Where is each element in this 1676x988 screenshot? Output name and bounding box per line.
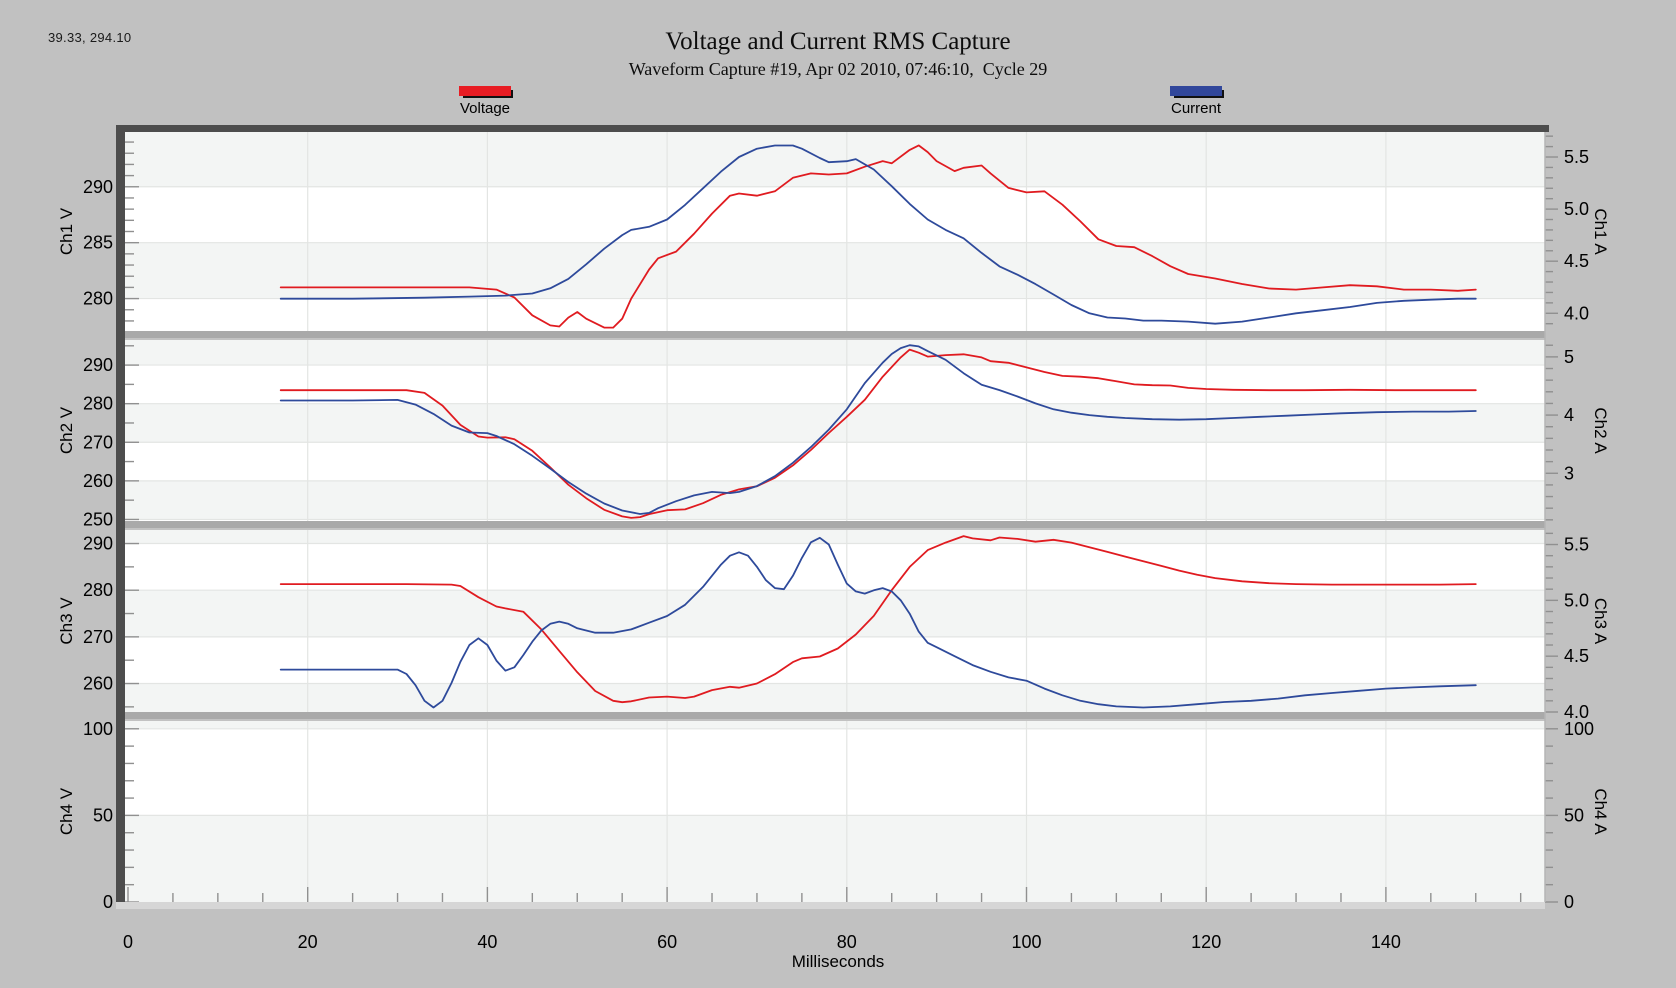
svg-text:50: 50 [1564,805,1584,825]
svg-text:4: 4 [1564,405,1574,425]
svg-text:4.5: 4.5 [1564,251,1589,271]
svg-text:100: 100 [1011,932,1041,952]
svg-text:Ch1 V: Ch1 V [57,207,76,255]
svg-text:260: 260 [83,674,113,694]
svg-text:Ch2 A: Ch2 A [1591,407,1610,454]
svg-text:80: 80 [837,932,857,952]
svg-text:60: 60 [657,932,677,952]
svg-text:290: 290 [83,534,113,554]
svg-text:Ch2 V: Ch2 V [57,406,76,454]
svg-text:0: 0 [103,892,113,912]
voltage-swatch-icon [459,86,511,96]
svg-text:280: 280 [83,580,113,600]
svg-text:3: 3 [1564,463,1574,483]
svg-text:Ch1 A: Ch1 A [1591,208,1610,255]
svg-text:270: 270 [83,432,113,452]
svg-text:Ch3 V: Ch3 V [57,597,76,645]
chart-subtitle: Waveform Capture #19, Apr 02 2010, 07:46… [628,59,1048,79]
cursor-readout: 39.33, 294.10 [48,30,132,45]
chart-title: Voltage and Current RMS Capture [665,28,1011,55]
svg-text:290: 290 [83,177,113,197]
svg-text:270: 270 [83,627,113,647]
svg-text:280: 280 [83,394,113,414]
svg-text:0: 0 [1564,892,1574,912]
svg-text:20: 20 [298,932,318,952]
svg-text:Ch3 A: Ch3 A [1591,598,1610,645]
svg-text:4.0: 4.0 [1564,702,1589,722]
svg-text:250: 250 [83,509,113,529]
legend-item-current[interactable]: Current [1136,86,1256,117]
legend-voltage-label: Voltage [459,100,511,117]
svg-text:5.0: 5.0 [1564,199,1589,219]
svg-text:5.5: 5.5 [1564,147,1589,167]
x-axis-label: Milliseconds [791,952,885,971]
svg-text:0: 0 [123,932,133,952]
svg-text:Ch4 A: Ch4 A [1591,788,1610,835]
svg-text:50: 50 [93,805,113,825]
svg-text:285: 285 [83,233,113,253]
svg-text:4.0: 4.0 [1564,303,1589,323]
svg-text:100: 100 [83,719,113,739]
svg-text:5.5: 5.5 [1564,535,1589,555]
svg-text:260: 260 [83,471,113,491]
legend-current-label: Current [1170,100,1222,117]
legend-item-voltage[interactable]: Voltage [425,86,545,117]
current-swatch-icon [1170,86,1222,96]
svg-text:4.5: 4.5 [1564,646,1589,666]
svg-text:140: 140 [1371,932,1401,952]
svg-text:280: 280 [83,289,113,309]
svg-text:100: 100 [1564,719,1594,739]
svg-text:Ch4 V: Ch4 V [57,787,76,835]
svg-text:5: 5 [1564,347,1574,367]
svg-text:120: 120 [1191,932,1221,952]
svg-text:5.0: 5.0 [1564,590,1589,610]
svg-text:290: 290 [83,355,113,375]
svg-text:40: 40 [477,932,497,952]
